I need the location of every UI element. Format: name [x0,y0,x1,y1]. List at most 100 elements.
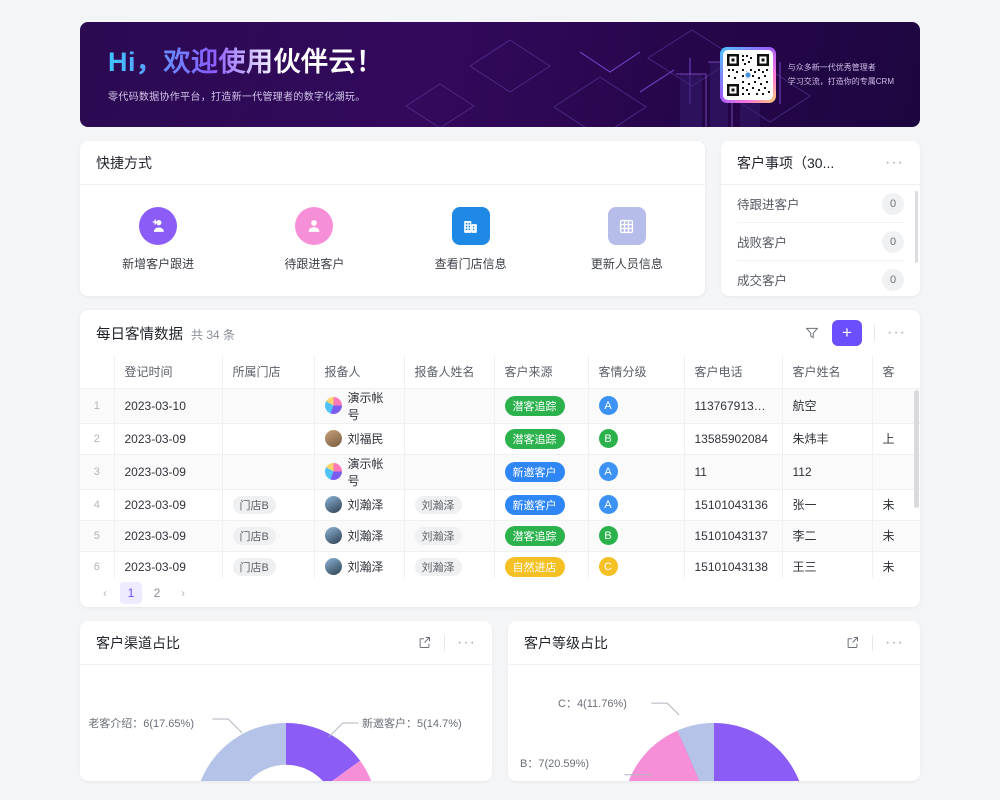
pagination-page-2[interactable]: 2 [153,585,161,600]
column-reporter[interactable]: 报备人 [314,356,405,389]
table-row[interactable]: 1 2023-03-10 演示帐号 潜客追踪 A 113767913… 航空 [80,388,920,424]
cell-customer-grade: A [588,489,685,521]
reporter-name: 演示帐号 [347,456,384,488]
cell-customer-grade: B [588,520,685,552]
cell-customer-phone: 15101043137 [684,520,783,552]
cell-customer-name: 王三 [782,551,873,578]
store-chip: 门店B [232,557,276,576]
affairs-header: 客户事项（30... ··· [721,141,920,185]
pagination-next[interactable]: › [181,585,185,600]
banner-subtitle: 零代码数据协作平台，打造新一代管理者的数字化潮玩。 [108,91,366,103]
column-customer-phone[interactable]: 客户电话 [684,356,783,389]
cell-reporter: 刘瀚泽 [314,489,405,521]
cell-register-time: 2023-03-09 [114,423,223,455]
avatar [324,527,342,544]
reporter-name: 刘瀚泽 [347,560,384,574]
cell-reporter-name [404,454,495,490]
row-index: 4 [80,489,115,521]
affairs-list: 待跟进客户 0 战败客户 0 成交客户 0 [721,185,920,296]
table-row[interactable]: 6 2023-03-09 门店B 刘瀚泽 刘瀚泽 自然进店 C 15101043… [80,551,920,578]
column-customer-grade[interactable]: 客情分级 [588,356,685,389]
channel-chart-more-button[interactable]: ··· [457,633,476,651]
toolbar-divider [874,325,876,341]
daily-customer-data-card: 每日客情数据 共 34 条 + ··· 登记时间 所属门店 [80,310,920,607]
channel-chart-body: 新邀客户：5(14.7%) 老客介绍：6(17.65%) [80,665,492,781]
column-partial[interactable]: 客 [872,356,920,389]
cell-store: 门店B [222,489,315,521]
cell-customer-name: 张一 [782,489,873,521]
affairs-scrollbar[interactable] [915,191,918,263]
cell-partial: 上 [872,423,920,455]
table-pagination: ‹ 1 2 › [80,578,920,607]
channel-chart-title: 客户渠道占比 [96,634,180,651]
avatar [324,463,342,480]
cell-customer-phone: 113767913… [684,388,783,424]
table-row[interactable]: 2 2023-03-09 刘福民 潜客追踪 B 13585902084 朱炜丰 … [80,423,920,455]
welcome-banner: Hi，欢迎使用伙伴云！ 零代码数据协作平台，打造新一代管理者的数字化潮玩。 [80,22,920,127]
grade-label-c: C：4(11.76%) [558,698,627,710]
pagination-page-1[interactable]: 1 [120,581,142,604]
column-customer-name[interactable]: 客户姓名 [782,356,873,389]
affairs-more-button[interactable]: ··· [885,153,904,171]
row-index: 6 [80,551,115,578]
source-badge: 自然进店 [504,556,565,577]
cell-partial [872,388,920,424]
cell-store: 门店B [222,551,315,578]
column-reporter-name[interactable]: 报备人姓名 [404,356,495,389]
cell-customer-grade: A [588,454,685,490]
cell-partial: 未 [872,520,920,552]
affairs-item-lost[interactable]: 战败客户 0 [737,223,904,261]
customer-channel-chart-card: 客户渠道占比 ··· [80,621,492,781]
shortcut-update-staff-info[interactable]: 更新人员信息 [549,207,705,272]
shortcut-add-customer-followup[interactable]: 新增客户跟进 [80,207,236,272]
affairs-item-pending[interactable]: 待跟进客户 0 [737,185,904,223]
grade-badge: A [598,462,618,481]
table-row[interactable]: 5 2023-03-09 门店B 刘瀚泽 刘瀚泽 潜客追踪 B 15101043… [80,520,920,552]
cell-store [222,454,315,490]
cell-register-time: 2023-03-10 [114,388,223,424]
affairs-item-won[interactable]: 成交客户 0 [737,261,904,296]
channel-chart-header: 客户渠道占比 ··· [80,621,492,665]
grade-chart-tools: ··· [845,633,904,651]
cell-customer-phone: 13585902084 [684,423,783,455]
banner-text-block: Hi，欢迎使用伙伴云！ 零代码数据协作平台，打造新一代管理者的数字化潮玩。 [80,46,384,102]
table-toolbar: + ··· [804,320,906,346]
cell-customer-grade: B [588,423,685,455]
reporter-name-chip: 刘瀚泽 [414,495,462,514]
pagination-prev[interactable]: ‹ [103,585,107,600]
table-more-button[interactable]: ··· [887,324,906,341]
reporter-name: 刘瀚泽 [347,529,384,543]
row-index: 5 [80,520,115,552]
affairs-title: 客户事项（30... [737,154,835,171]
cell-customer-source: 潜客追踪 [494,520,589,552]
table-row[interactable]: 4 2023-03-09 门店B 刘瀚泽 刘瀚泽 新邀客户 A 15101043… [80,489,920,521]
table-title-group: 每日客情数据 共 34 条 [96,323,235,344]
add-record-button[interactable]: + [832,320,863,346]
shortcut-label: 查看门店信息 [434,257,507,271]
add-user-icon [139,207,178,245]
shortcut-view-store-info[interactable]: 查看门店信息 [393,207,549,272]
cell-reporter: 刘瀚泽 [314,551,405,578]
grade-badge: A [598,396,618,415]
column-register-time[interactable]: 登记时间 [114,356,223,389]
customer-grade-chart-card: 客户等级占比 ··· [508,621,920,781]
cell-reporter-name: 刘瀚泽 [404,520,495,552]
column-store[interactable]: 所属门店 [222,356,315,389]
table-vertical-scrollbar[interactable] [914,390,919,508]
shortcut-pending-customers[interactable]: 待跟进客户 [236,207,392,272]
affairs-item-count: 0 [882,268,904,291]
column-customer-source[interactable]: 客户来源 [494,356,589,389]
external-link-icon[interactable] [845,635,860,650]
external-link-icon[interactable] [417,635,432,650]
cell-store: 门店B [222,520,315,552]
source-badge: 潜客追踪 [504,525,565,546]
grade-chart-more-button[interactable]: ··· [885,633,904,651]
qr-code[interactable] [719,46,776,103]
filter-icon[interactable] [804,325,820,341]
cell-customer-phone: 11 [684,454,783,490]
table-row[interactable]: 3 2023-03-09 演示帐号 新邀客户 A 11 112 [80,454,920,490]
cell-customer-phone: 15101043138 [684,551,783,578]
avatar [324,558,342,575]
cell-reporter-name: 刘瀚泽 [404,489,495,521]
user-icon [295,207,334,245]
